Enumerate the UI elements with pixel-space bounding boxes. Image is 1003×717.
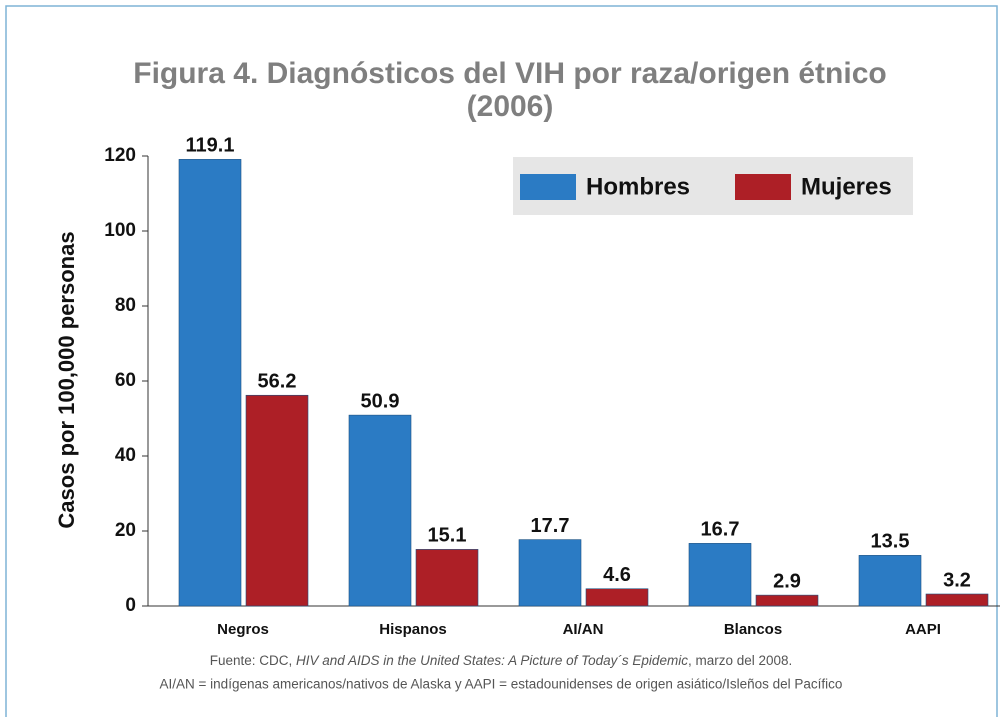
data-label: 16.7 <box>701 519 740 541</box>
note-part: , marzo del 2008. <box>688 653 792 668</box>
bar <box>688 543 752 607</box>
legend-swatch <box>520 174 576 200</box>
frame <box>5 5 998 717</box>
y-tick-label: 100 <box>104 220 136 241</box>
data-label: 3.2 <box>943 569 971 591</box>
y-tick-label: 120 <box>104 145 136 166</box>
bar <box>178 159 242 607</box>
x-tick-label: Negros <box>217 621 269 638</box>
note-part: Fuente: CDC, <box>210 653 296 668</box>
data-label: 15.1 <box>428 525 467 547</box>
bar <box>925 593 989 607</box>
bar <box>245 394 309 607</box>
footnote: Fuente: CDC, HIV and AIDS in the United … <box>210 653 793 668</box>
y-tick-label: 80 <box>115 295 136 316</box>
data-label: 17.7 <box>531 515 570 537</box>
data-label: 4.6 <box>603 564 631 586</box>
y-tick-label: 60 <box>115 370 136 391</box>
bar <box>518 539 582 607</box>
legend-label: Mujeres <box>801 173 892 200</box>
bar <box>755 594 819 607</box>
chart-title: (2006) <box>467 90 554 123</box>
y-axis-label: Casos por 100,000 personas <box>54 231 79 528</box>
data-label: 50.9 <box>361 390 400 412</box>
y-tick-label: 0 <box>125 595 136 616</box>
x-tick-label: AAPI <box>905 621 941 638</box>
y-tick-label: 40 <box>115 445 136 466</box>
bar <box>348 414 412 607</box>
data-label: 56.2 <box>258 371 297 393</box>
legend-swatch <box>735 174 791 200</box>
x-tick-label: Hispanos <box>379 621 447 638</box>
x-tick-label: Blancos <box>724 621 782 638</box>
bar <box>858 555 922 607</box>
x-tick-label: AI/AN <box>563 621 604 638</box>
data-label: 2.9 <box>773 570 801 592</box>
bar <box>415 549 479 607</box>
legend-label: Hombres <box>586 173 690 200</box>
data-label: 119.1 <box>186 135 235 157</box>
y-tick-label: 20 <box>115 520 136 541</box>
bar <box>585 588 649 607</box>
note-part: HIV and AIDS in the United States: A Pic… <box>296 653 688 668</box>
data-label: 13.5 <box>871 531 910 553</box>
legend-box <box>513 157 913 215</box>
footnote: AI/AN = indígenas americanos/nativos de … <box>160 677 843 692</box>
chart-title: Figura 4. Diagnósticos del VIH por raza/… <box>133 57 886 90</box>
